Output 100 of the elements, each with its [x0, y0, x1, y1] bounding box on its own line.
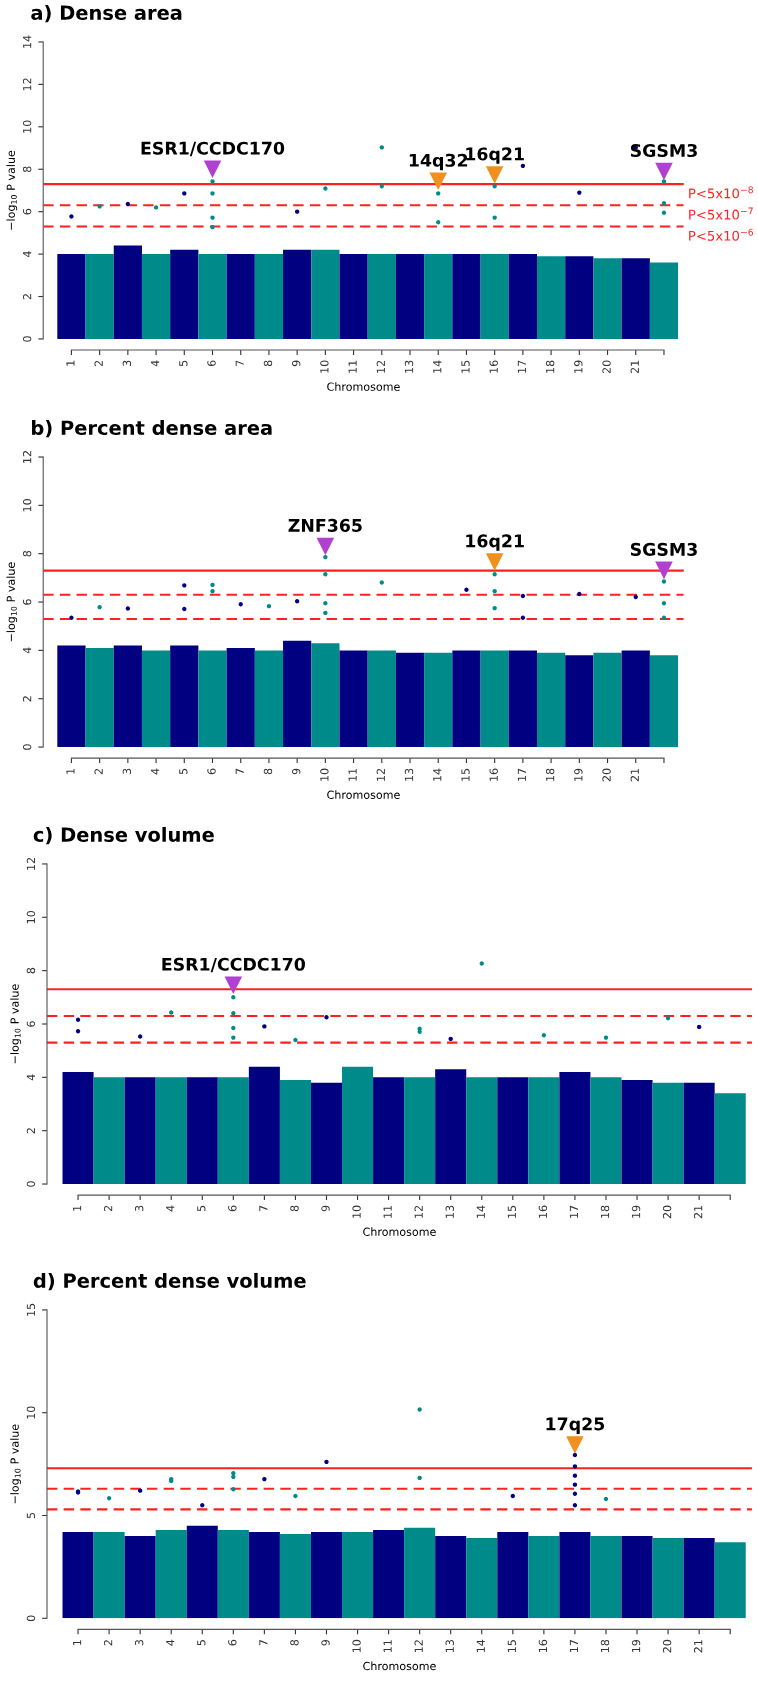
x-tick-label: 18: [545, 360, 555, 373]
annotation: ESR1/CCDC170: [162, 957, 306, 973]
x-tick-label: 10: [352, 1205, 361, 1218]
x-tick-label: 15: [507, 1205, 517, 1218]
y-tick-label: 10: [26, 910, 36, 924]
x-tick-label: 13: [445, 1640, 454, 1653]
y-tick-label: 4: [23, 647, 32, 654]
x-tick-label: 1: [66, 768, 75, 774]
x-tick-label: 12: [376, 769, 385, 781]
y-axis-title: −log$_{10}$ P value: [10, 984, 21, 1064]
x-tick-label: 19: [631, 1639, 641, 1653]
x-tick-label: 12: [414, 1205, 423, 1218]
x-tick-label: 2: [94, 769, 103, 775]
x-tick-label: 5: [197, 1640, 206, 1646]
x-tick-label: 21: [630, 768, 639, 782]
ref-line-label: P<5x10$^{−7}$: [689, 207, 753, 220]
y-tick-label: 6: [22, 599, 32, 605]
y-tick-label: 5: [26, 1512, 36, 1519]
y-tick-label: 8: [22, 550, 32, 557]
x-tick-label: 3: [134, 1640, 144, 1646]
x-tick-label: 16: [489, 768, 498, 781]
x-tick-label: 10: [352, 1639, 361, 1653]
y-tick-label: 10: [26, 1406, 36, 1419]
x-tick-label: 17: [569, 1205, 578, 1218]
x-tick-label: 1: [66, 360, 75, 366]
x-tick-label: 8: [263, 360, 273, 367]
y-tick-label: 4: [26, 1074, 35, 1081]
x-tick-label: 6: [207, 768, 216, 775]
x-tick-label: 11: [348, 768, 357, 781]
x-tick-label: 10: [320, 360, 329, 373]
y-tick-label: 2: [22, 696, 32, 702]
x-tick-label: 21: [693, 1205, 703, 1219]
y-tick-label: 8: [22, 166, 32, 173]
x-tick-label: 18: [545, 768, 555, 781]
ref-line-label: P<5x10$^{−6}$: [689, 228, 754, 241]
x-tick-label: 16: [538, 1205, 548, 1218]
x-tick-label: 7: [259, 1205, 268, 1212]
y-tick-label: 12: [26, 857, 35, 870]
y-tick-label: 10: [22, 499, 32, 512]
y-axis-title: −log$_{10}$ P value: [6, 150, 18, 230]
x-tick-label: 4: [151, 360, 160, 367]
x-axis-title: Chromosome: [327, 790, 400, 799]
x-tick-label: 9: [291, 360, 301, 367]
x-tick-label: 18: [600, 1639, 610, 1653]
x-tick-label: 7: [259, 1640, 268, 1646]
x-tick-label: 11: [348, 360, 357, 373]
annotation: 17q25: [546, 1417, 605, 1434]
ref-line-label: P<5x10$^{−8}$: [689, 186, 753, 199]
chart-title: a) Dense area: [31, 4, 182, 23]
x-tick-label: 14: [476, 1639, 485, 1653]
x-tick-label: 17: [517, 768, 526, 781]
x-tick-label: 4: [166, 1205, 175, 1212]
x-tick-label: 11: [383, 1205, 392, 1218]
x-tick-label: 21: [693, 1640, 703, 1653]
y-tick-label: 15: [26, 1303, 36, 1316]
x-tick-label: 9: [291, 768, 301, 775]
x-tick-label: 16: [489, 360, 498, 373]
x-tick-label: 5: [179, 360, 188, 366]
x-tick-label: 14: [476, 1205, 485, 1218]
x-tick-label: 13: [445, 1205, 454, 1218]
x-tick-label: 20: [662, 1205, 672, 1219]
x-tick-label: 21: [630, 360, 639, 374]
annotation: SGSM3: [630, 143, 697, 158]
x-tick-label: 19: [574, 768, 583, 781]
x-tick-label: 20: [602, 768, 611, 782]
y-tick-label: 8: [26, 967, 36, 974]
chart-title: b) Percent dense area: [32, 420, 272, 438]
y-tick-label: 6: [22, 208, 32, 215]
x-tick-label: 3: [134, 1205, 144, 1212]
x-tick-label: 8: [290, 1639, 299, 1646]
annotation: 16q21: [466, 147, 524, 164]
x-tick-label: 2: [103, 1640, 113, 1646]
y-tick-label: 12: [22, 451, 32, 463]
x-axis-title: Chromosome: [363, 1227, 436, 1236]
x-tick-label: 7: [235, 768, 244, 775]
x-tick-label: 15: [461, 360, 470, 373]
x-tick-label: 1: [73, 1205, 82, 1211]
x-tick-label: 6: [228, 1639, 237, 1646]
annotation: ZNF365: [288, 518, 362, 532]
x-tick-label: 19: [574, 360, 583, 373]
y-tick-label: 2: [22, 294, 32, 300]
x-tick-label: 15: [461, 768, 470, 781]
y-axis-title: −log$_{10}$ P value: [10, 1424, 21, 1504]
x-tick-label: 20: [602, 360, 611, 374]
y-tick-label: 12: [22, 78, 32, 91]
x-tick-label: 7: [235, 360, 244, 366]
chart-title: c) Dense volume: [33, 826, 214, 845]
x-tick-label: 18: [600, 1205, 610, 1218]
x-tick-label: 17: [517, 360, 526, 373]
x-tick-label: 3: [122, 768, 132, 775]
x-tick-label: 8: [290, 1205, 299, 1212]
x-tick-label: 13: [404, 768, 414, 781]
x-tick-label: 16: [538, 1639, 548, 1653]
x-tick-label: 12: [414, 1640, 423, 1653]
annotation: ESR1/CCDC170: [141, 141, 285, 157]
x-tick-label: 14: [433, 360, 442, 373]
x-tick-label: 4: [151, 768, 160, 775]
x-tick-label: 1: [73, 1640, 82, 1645]
y-tick-label: 10: [22, 120, 32, 133]
x-tick-label: 4: [166, 1639, 175, 1646]
